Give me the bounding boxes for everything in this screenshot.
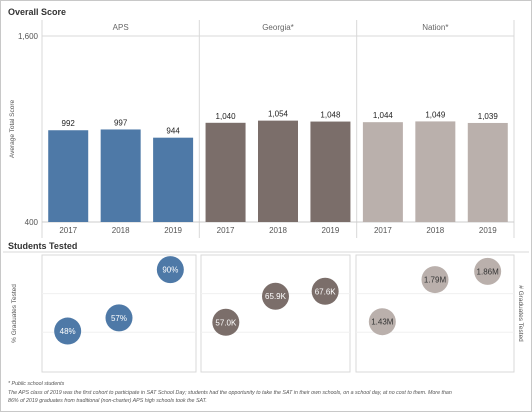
students-tested-title: Students Tested [8, 241, 78, 251]
bar [415, 121, 456, 222]
bar-value-label: 1,054 [268, 110, 289, 119]
dot [105, 304, 133, 332]
dot [421, 266, 449, 294]
x-tick-label: 2017 [59, 226, 77, 235]
bar [362, 122, 403, 222]
panel-header: APS [113, 23, 129, 32]
bar [205, 122, 246, 222]
x-tick-label: 2018 [112, 226, 130, 235]
y-tick-label: 400 [25, 218, 39, 227]
x-tick-label: 2019 [479, 226, 497, 235]
bar [48, 130, 89, 222]
dot [212, 308, 240, 336]
dot-value-label: 1.86M [477, 267, 500, 276]
dot [156, 256, 184, 284]
x-tick-label: 2017 [217, 226, 235, 235]
bar [153, 137, 194, 222]
dot-value-label: 67.6K [315, 287, 337, 296]
bar-value-label: 1,040 [216, 112, 237, 121]
dot-value-label: 57% [111, 314, 127, 323]
bar [467, 122, 508, 222]
dot [474, 257, 502, 285]
dot [368, 308, 396, 336]
bar-value-label: 992 [62, 119, 76, 128]
bar-value-label: 1,039 [478, 112, 499, 121]
y-axis-title: Average Total Score [9, 99, 16, 158]
panel-header: Georgia* [262, 23, 294, 32]
dot-value-label: 48% [60, 327, 76, 336]
dot [262, 282, 289, 310]
dot-panel-border [41, 254, 197, 373]
panel-header: Nation* [422, 23, 448, 32]
bar [258, 120, 298, 222]
bar-value-label: 944 [166, 127, 180, 136]
left-axis-title: % Graduates Tested [11, 284, 18, 343]
footnote-graduates-took-sat: 86% of 2019 graduates from traditional (… [8, 398, 207, 404]
dot-value-label: 65.9K [265, 292, 287, 301]
overall-score-title: Overall Score [8, 7, 67, 17]
x-tick-label: 2018 [269, 226, 287, 235]
x-tick-label: 2019 [322, 226, 340, 235]
dot-panel-border [200, 254, 351, 373]
right-axis-title: # Graduates Tested [517, 285, 524, 342]
bar [100, 129, 141, 222]
dot [54, 317, 82, 345]
footnote-sat-school-day: The APS class of 2019 was the first coho… [8, 390, 452, 396]
dot-value-label: 1.79M [424, 276, 447, 285]
dot [311, 277, 339, 305]
bar-value-label: 1,049 [425, 110, 446, 119]
x-tick-label: 2018 [426, 226, 444, 235]
y-tick-label: 1,600 [18, 32, 39, 41]
dot-value-label: 1.43M [371, 318, 394, 327]
bar [310, 121, 351, 222]
dot-value-label: 57.0K [215, 318, 237, 327]
x-tick-label: 2019 [164, 226, 182, 235]
dot-panel-border [355, 254, 515, 373]
dot-value-label: 90% [162, 266, 178, 275]
x-tick-label: 2017 [374, 226, 392, 235]
bar-value-label: 997 [114, 118, 128, 127]
bar-value-label: 1,044 [373, 111, 394, 120]
footnote-public-schools: * Public school students [8, 381, 65, 387]
bar-value-label: 1,048 [320, 111, 341, 120]
